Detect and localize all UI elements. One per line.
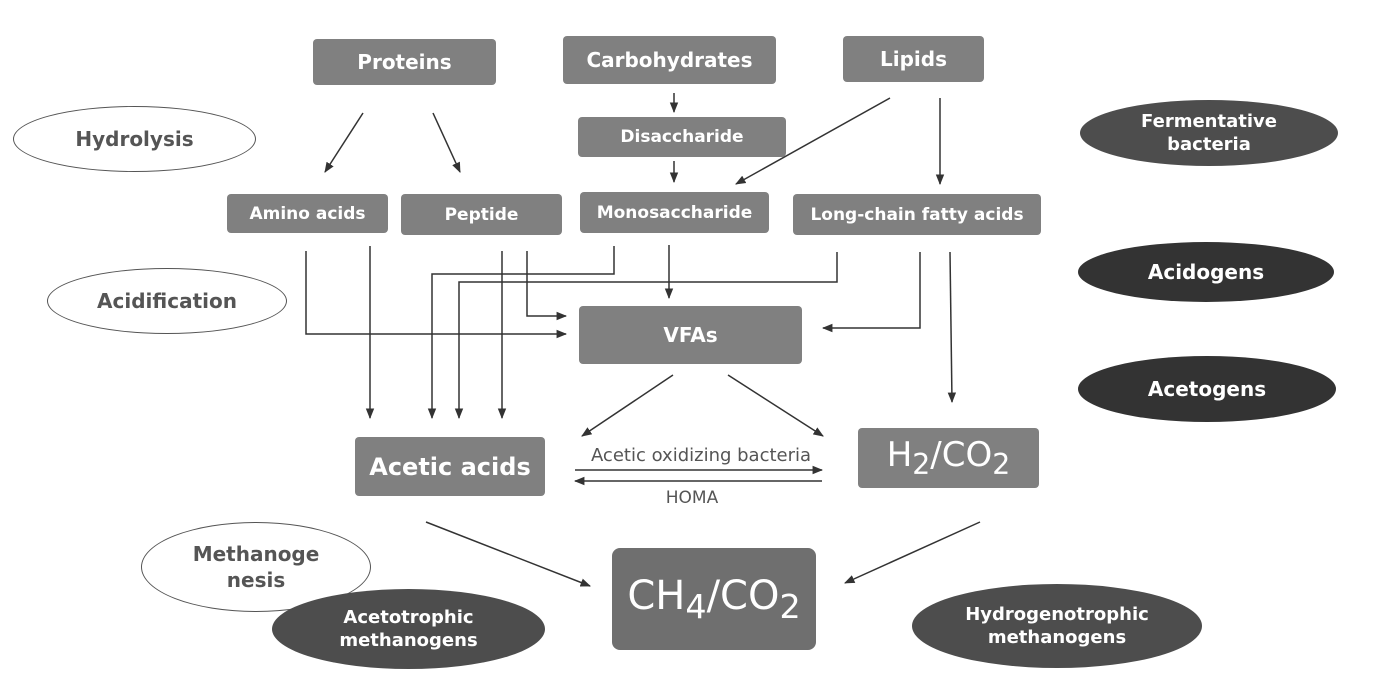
- label-acetic-oxidizing-bacteria: Acetic oxidizing bacteria: [590, 445, 812, 466]
- arrow-proteins-amino: [324, 112, 364, 173]
- arrow-mono-acetic: [427, 246, 615, 420]
- node-carbohydrates: Carbohydrates: [563, 36, 776, 84]
- arrow-lcfa-acetic: [454, 252, 838, 420]
- node-vfas: VFAs: [579, 306, 802, 364]
- stage-hydrolysis: Hydrolysis: [13, 106, 256, 172]
- org-acidogens: Acidogens: [1078, 242, 1334, 302]
- h2-co2-text: H2/CO2: [886, 435, 1011, 481]
- label-homa: HOMA: [665, 488, 719, 508]
- node-long-chain-fatty-acids: Long-chain fatty acids: [793, 194, 1041, 235]
- node-h2-co2: H2/CO2: [858, 428, 1039, 488]
- arrow-peptide-vfas: [526, 251, 568, 321]
- node-disaccharide: Disaccharide: [578, 117, 786, 157]
- arrow-lipids-mono: [735, 97, 891, 185]
- org-hydrogenotrophic-methanogens: Hydrogenotrophic methanogens: [912, 584, 1202, 668]
- arrow-lcfa-h2: [947, 251, 957, 404]
- arrow-lcfa-vfas: [821, 252, 921, 333]
- node-acetic-acids: Acetic acids: [355, 437, 545, 496]
- node-amino-acids: Amino acids: [227, 194, 388, 233]
- node-monosaccharide: Monosaccharide: [580, 192, 769, 233]
- node-peptide: Peptide: [401, 194, 562, 235]
- arrow-vfas-h2: [727, 374, 824, 437]
- node-lipids: Lipids: [843, 36, 984, 82]
- arrow-amino-vfas: [305, 251, 568, 339]
- node-ch4-co2: CH4/CO2: [612, 548, 816, 650]
- arrow-h2-ch4: [844, 521, 981, 584]
- stage-methanogenesis: Methanoge nesis: [141, 522, 371, 612]
- org-acetotrophic-methanogens: Acetotrophic methanogens: [272, 589, 545, 669]
- ch4-co2-text: CH4/CO2: [627, 572, 801, 626]
- arrow-acetic-ch4: [425, 521, 591, 587]
- org-acetogens: Acetogens: [1078, 356, 1336, 422]
- org-fermentative-bacteria: Fermentative bacteria: [1080, 100, 1338, 166]
- arrow-vfas-acetic: [581, 374, 674, 437]
- arrow-proteins-peptide: [432, 112, 461, 173]
- stage-acidification: Acidification: [47, 268, 287, 334]
- node-proteins: Proteins: [313, 39, 496, 85]
